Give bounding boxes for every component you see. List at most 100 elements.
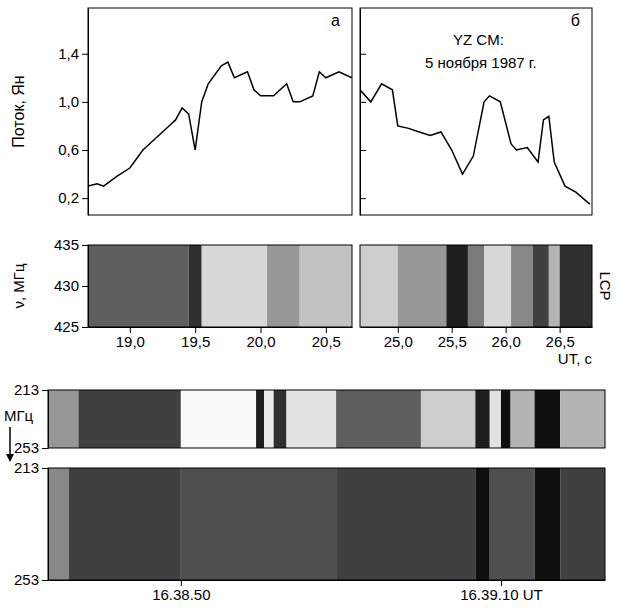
spectrum-cell — [48, 390, 78, 448]
tick-mark — [82, 327, 88, 328]
axis-line — [48, 391, 49, 449]
spectrum-cell — [560, 468, 605, 580]
tick: 25,0 — [384, 327, 413, 350]
spectrum-cell — [475, 468, 489, 580]
spectrum-cell — [48, 468, 69, 580]
annotation: YZ CM: — [453, 31, 504, 48]
tick-label: 25,0 — [384, 333, 413, 350]
tick: 0,6 — [58, 141, 88, 158]
spectrum-cell — [286, 390, 336, 448]
axis-line — [360, 9, 361, 216]
spectrum-cell — [202, 245, 267, 327]
canvas: 0,20,61,01,4Поток, ЯнабYZ CM:5 ноября 19… — [0, 0, 617, 608]
spectrum-cell — [69, 468, 181, 580]
arrow-head — [6, 454, 14, 462]
panel: 213 253 213 253 16.38.50 16.39.10 UT МГц — [4, 381, 606, 602]
tick-label: 430 — [54, 277, 79, 294]
spectrum-cell — [336, 468, 475, 580]
x-axis-title: UT, с — [558, 350, 593, 367]
spectrum-cell — [398, 245, 447, 327]
tick — [360, 54, 366, 55]
spectrum-cell — [181, 468, 336, 580]
tick: 16.39.10 UT — [460, 580, 543, 603]
spectrum-cell — [511, 390, 535, 448]
tick-label: 16.39.10 UT — [460, 586, 543, 603]
tick-mark — [82, 102, 88, 103]
spectrum-cell — [490, 468, 535, 580]
x-axis: 19,0 19,5 20,0 20,5 — [89, 327, 353, 350]
y-axis-title: Поток, Ян — [10, 75, 27, 147]
spectrum-cell — [336, 390, 421, 448]
tick: 20,0 — [246, 327, 275, 350]
tick-label: 25,5 — [438, 333, 467, 350]
x-axis: 16.38.50 16.39.10 UT — [49, 580, 606, 603]
axis-line — [88, 246, 89, 328]
figure: 0,20,61,01,4Поток, ЯнабYZ CM:5 ноября 19… — [0, 0, 617, 608]
spectrum-cell — [88, 245, 189, 327]
spectrum-cell — [181, 390, 256, 448]
tick-label: 1,4 — [58, 45, 79, 62]
tick: 213 — [14, 459, 48, 476]
tick: 16.38.50 — [152, 580, 210, 603]
panel: 42543043519,019,520,020,5ν, МГц — [10, 236, 353, 349]
tick: 213 — [14, 381, 48, 398]
tick-mark — [360, 198, 366, 199]
tick-mark — [42, 468, 48, 469]
spectrum-cell — [256, 390, 264, 448]
tick: 253 — [14, 571, 48, 588]
tick-label: 0,2 — [58, 189, 79, 206]
panel: 0,20,61,01,4Поток, Яна — [10, 8, 352, 216]
tick-label: 0,6 — [58, 141, 79, 158]
tick-label: 19,0 — [116, 333, 145, 350]
spectrum-cell — [264, 390, 274, 448]
y-axis: 0,20,61,01,4 — [58, 9, 88, 216]
spectrum-cell — [300, 245, 352, 327]
tick-mark — [82, 54, 88, 55]
spectrum-cell — [535, 468, 561, 580]
panel: 25,025,526,026,5LCPUT, с — [360, 245, 614, 367]
tick-label: 20,0 — [246, 333, 275, 350]
plot-frame — [360, 245, 592, 327]
plot-frame — [48, 468, 605, 580]
tick-label: 20,5 — [312, 333, 341, 350]
tick-mark — [82, 198, 88, 199]
y-axis: 213 253 — [14, 459, 49, 588]
tick: 253 — [14, 439, 48, 456]
annotation: 5 ноября 1987 г. — [425, 54, 537, 71]
flux-line — [88, 62, 352, 186]
tick: 0,2 — [58, 189, 88, 206]
spectrum — [48, 390, 605, 448]
spectrum-cell — [421, 390, 475, 448]
tick-mark — [82, 286, 88, 287]
spectrum-cell — [501, 390, 511, 448]
tick — [360, 102, 366, 103]
tick-label: 213 — [14, 381, 39, 398]
spectrum-cell — [560, 245, 592, 327]
tick-mark — [360, 150, 366, 151]
axis-line — [88, 9, 89, 216]
y-axis — [360, 9, 366, 216]
spectrum-cell — [189, 245, 202, 327]
y-axis: 425 430 435 — [54, 236, 89, 335]
tick-label: 19,5 — [181, 333, 210, 350]
panel-letter: а — [331, 12, 340, 29]
tick-mark — [82, 150, 88, 151]
spectrum-cell — [267, 245, 300, 327]
spectrum — [360, 245, 592, 327]
tick: 26,0 — [492, 327, 521, 350]
tick-mark — [82, 245, 88, 246]
spectrum — [48, 468, 605, 580]
tick-label: 213 — [14, 459, 39, 476]
tick — [360, 150, 366, 151]
tick-mark — [360, 102, 366, 103]
tick: 20,5 — [312, 327, 341, 350]
tick-label: 26,0 — [492, 333, 521, 350]
y-axis-title: МГц — [4, 407, 34, 424]
spectrum — [88, 245, 352, 327]
spectrum-cell — [446, 245, 468, 327]
tick-label: 425 — [54, 318, 79, 335]
tick-label: 435 — [54, 236, 79, 253]
flux-line — [360, 84, 590, 204]
spectrum-cell — [535, 390, 561, 448]
tick: 435 — [54, 236, 88, 253]
